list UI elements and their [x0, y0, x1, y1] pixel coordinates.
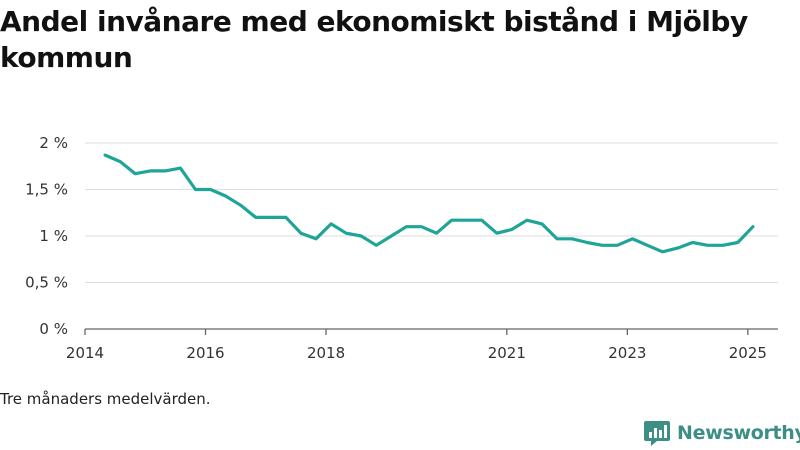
- line-chart: 0 % 0,5 % 1 % 1,5 % 2 % 2014 2016 2018 2021 2023…: [25, 134, 778, 362]
- x-tick-label: 2023: [608, 344, 646, 362]
- newsworthy-logo-icon: [644, 421, 670, 446]
- x-axis: 2014 2016 2018 2021 2023 2025: [66, 329, 767, 362]
- y-tick-label: 0 %: [39, 320, 68, 338]
- y-tick-label: 2 %: [39, 134, 68, 152]
- y-tick-label: 1,5 %: [25, 181, 68, 199]
- series-layer: [103, 153, 755, 254]
- x-tick-label: 2018: [307, 344, 345, 362]
- x-tick-label: 2025: [729, 344, 767, 362]
- chart-footnote: Tre månaders medelvärden.: [0, 390, 211, 408]
- brand-logo: Newsworthy: [643, 418, 800, 448]
- x-tick-label: 2021: [488, 344, 526, 362]
- chart-title: Andel invånare med ekonomiskt bistånd i …: [0, 5, 748, 74]
- grid-lines: [85, 142, 778, 330]
- x-tick-label: 2016: [186, 344, 224, 362]
- y-axis-tick-labels: 0 % 0,5 % 1 % 1,5 % 2 %: [25, 134, 68, 338]
- x-tick-label: 2014: [66, 344, 104, 362]
- series-line: [103, 153, 755, 254]
- y-tick-label: 1 %: [39, 227, 68, 245]
- y-tick-label: 0,5 %: [25, 274, 68, 292]
- brand-name: Newsworthy: [677, 422, 800, 444]
